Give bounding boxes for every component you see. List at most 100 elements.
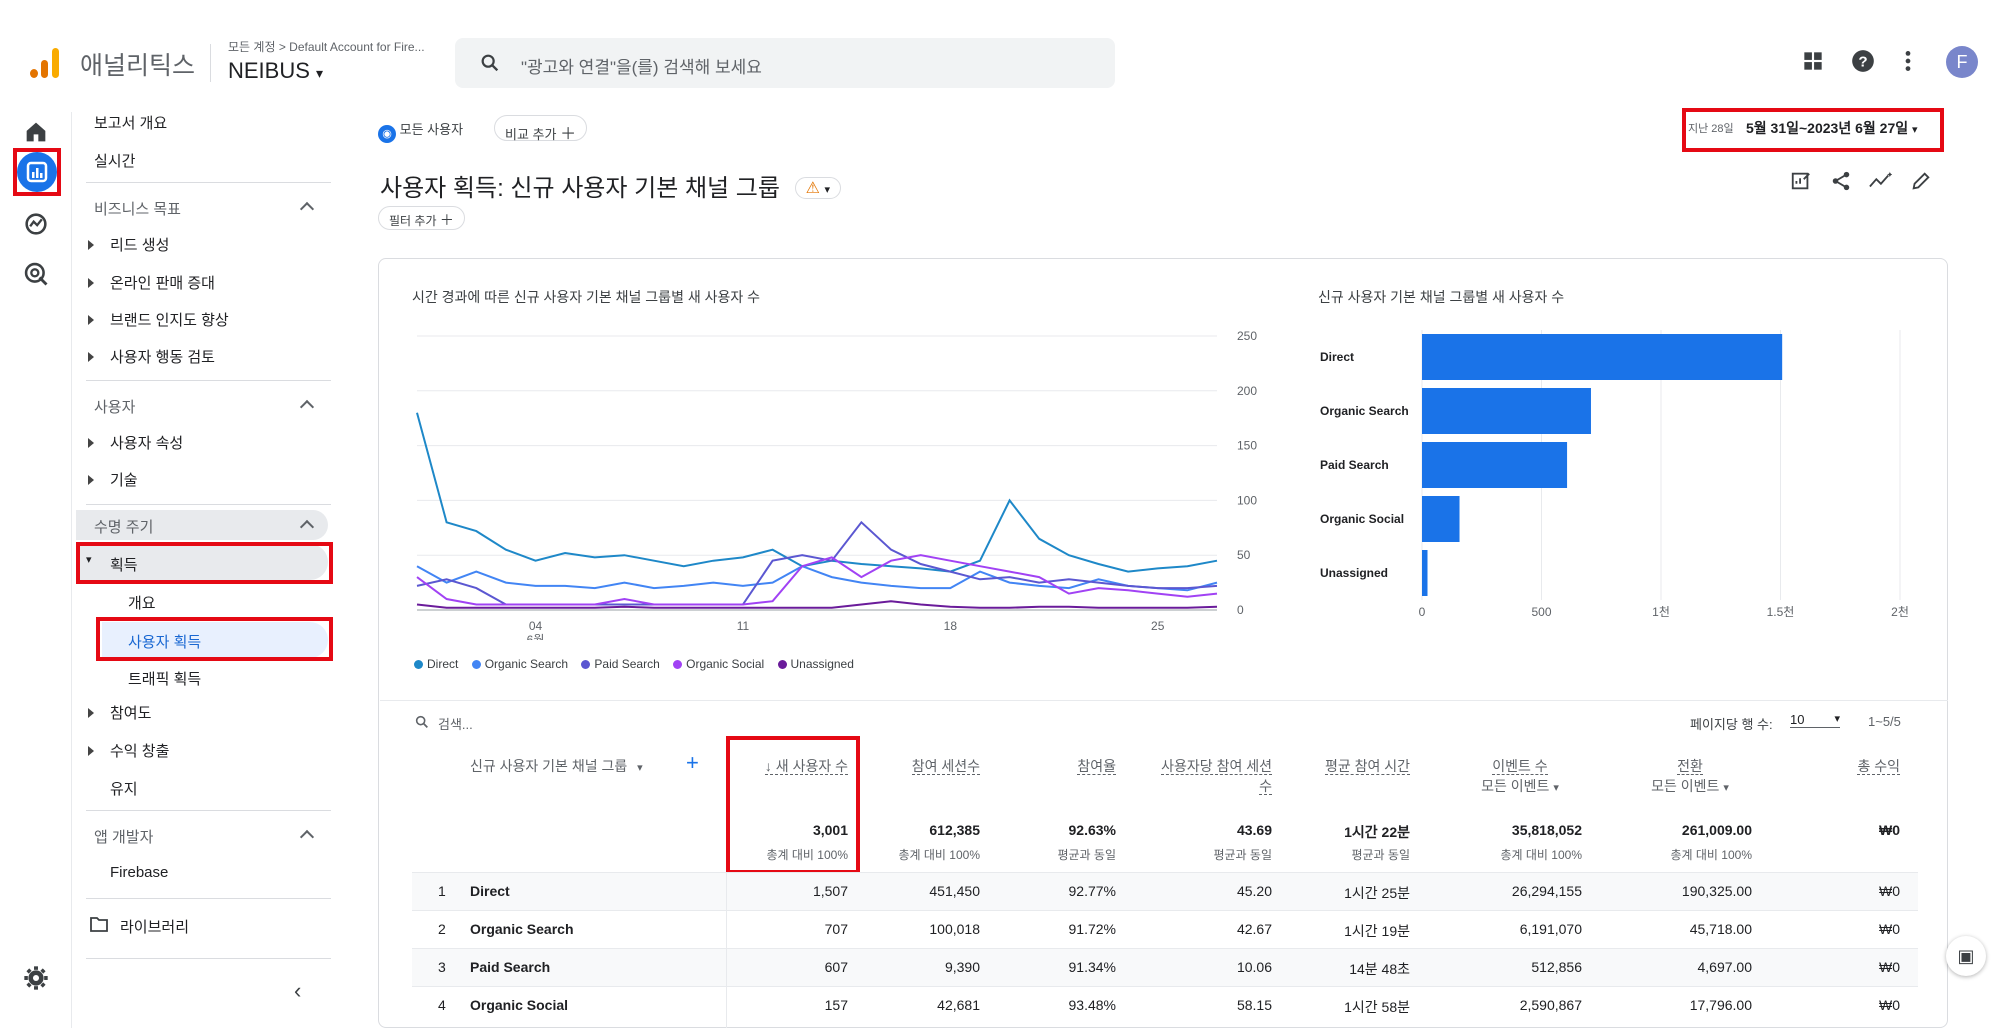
total-avg-engagement-time-sub: 평균과 동일	[1351, 848, 1410, 862]
series-line-organic-social[interactable]	[416, 554, 1218, 606]
chevron-up-icon[interactable]	[299, 399, 315, 415]
col-new-users[interactable]: ↓ 새 사용자 수	[726, 756, 848, 776]
col-engaged-sessions[interactable]: 참여 세션수	[858, 756, 980, 776]
nav-item-firebase[interactable]: Firebase	[110, 864, 169, 881]
explore-icon[interactable]	[22, 210, 50, 238]
nav-item-acquisition[interactable]: 획득	[110, 557, 138, 574]
total-event-count: 35,818,052	[1511, 822, 1582, 838]
nav-item-library[interactable]: 라이브러리	[120, 919, 190, 936]
customize-report-icon[interactable]	[1790, 170, 1812, 192]
add-dimension-plus-icon[interactable]: +	[686, 750, 699, 775]
nav-realtime[interactable]: 실시간	[94, 153, 136, 170]
filter-add-chip[interactable]: 필터 추가 ＋	[378, 206, 465, 230]
row-index: 4	[438, 997, 446, 1013]
feedback-icon[interactable]: ▣	[1946, 936, 1986, 976]
bar-chart[interactable]: 0 500 1천 1.5천 2천 Direct Organic Search Paid Sea…	[1310, 320, 1920, 640]
account-breadcrumb[interactable]: 모든 계정 > Default Account for Fire...	[228, 40, 425, 54]
table-search-icon	[415, 715, 428, 728]
table-row[interactable]: 2 Organic Search 707 100,018 91.72% 42.67 1시간 …	[412, 910, 1918, 948]
legend-organic-search[interactable]: Organic Search	[462, 657, 568, 671]
legend-direct[interactable]: Direct	[410, 657, 458, 671]
conversion-filter-label: 모든 이벤트	[1651, 778, 1720, 794]
nav-item-online-sales[interactable]: 온라인 판매 증대	[110, 275, 215, 292]
bar-chart-title: 신규 사용자 기본 채널 그룹별 새 사용자 수	[1318, 289, 1565, 305]
col-avg-engagement-time[interactable]: 평균 참여 시간	[1310, 756, 1410, 776]
nav-item-traffic-acquisition[interactable]: 트래픽 획득	[128, 671, 202, 688]
edit-pencil-icon[interactable]	[1910, 170, 1932, 192]
bar-unassigned[interactable]	[1422, 550, 1428, 596]
date-range-selector[interactable]: 5월 31일~2023년 6월 27일 ▾	[1746, 118, 1918, 138]
avatar[interactable]: F	[1946, 46, 1978, 78]
row-cell: ₩0	[1879, 997, 1900, 1013]
rows-per-page-label: 페이지당 행 수:	[1690, 717, 1773, 732]
table-row[interactable]: 3 Paid Search 607 9,390 91.34% 10.06 14분 48초 51…	[412, 948, 1918, 986]
nav-item-retention[interactable]: 유지	[110, 781, 138, 798]
col-event-count[interactable]: 이벤트 수 모든 이벤트 ▾	[1450, 756, 1590, 798]
chevron-down-icon: ▾	[1834, 713, 1840, 725]
table-row[interactable]: 1 Direct 1,507 451,450 92.77% 45.20 1시간 25분 26,…	[412, 872, 1918, 910]
share-icon[interactable]	[1830, 170, 1852, 192]
caret-right-icon	[88, 278, 94, 288]
series-line-direct[interactable]	[416, 412, 1218, 573]
row-channel-name[interactable]: Paid Search	[470, 959, 551, 975]
nav-item-tech[interactable]: 기술	[110, 472, 138, 489]
legend-organic-social[interactable]: Organic Social	[663, 657, 764, 671]
total-avg-engagement-time: 1시간 22분	[1344, 824, 1410, 840]
property-selector[interactable]: NEIBUS ▾	[228, 58, 323, 84]
advertising-icon[interactable]	[22, 260, 50, 288]
nav-section-user[interactable]: 사용자	[94, 399, 136, 416]
nav-section-app-developer[interactable]: 앱 개발자	[94, 829, 154, 846]
col-engagement-rate[interactable]: 참여율	[1000, 756, 1116, 776]
help-icon[interactable]: ?	[1850, 48, 1876, 74]
warning-icon: ⚠	[805, 180, 820, 197]
property-name: NEIBUS	[228, 58, 310, 83]
compare-add-chip[interactable]: 비교 추가 ＋	[494, 115, 588, 143]
highlight-box	[13, 148, 61, 196]
chevron-up-icon[interactable]	[299, 201, 315, 217]
highlight-box	[96, 617, 333, 661]
search-input[interactable]: "광고와 연결"을(를) 검색해 보세요	[455, 38, 1115, 88]
nav-item-engagement[interactable]: 참여도	[110, 705, 152, 722]
row-channel-name[interactable]: Organic Social	[470, 997, 569, 1013]
col-sessions-per-user[interactable]: 사용자당 참여 세션수	[1160, 756, 1272, 796]
col-conversions[interactable]: 전환 모든 이벤트 ▾	[1620, 756, 1760, 798]
nav-item-lead-gen[interactable]: 리드 생성	[110, 237, 170, 254]
table-search-input[interactable]: 검색...	[438, 717, 473, 732]
row-channel-name[interactable]: Organic Search	[470, 921, 574, 937]
nav-section-business-goals[interactable]: 비즈니스 목표	[94, 201, 181, 218]
collapse-nav-icon[interactable]: ‹	[294, 978, 302, 1003]
series-line-organic-search[interactable]	[416, 565, 1218, 592]
bar-paid-search[interactable]	[1422, 442, 1568, 488]
nav-item-user-acquisition[interactable]: 사용자 획득	[128, 634, 202, 651]
bar-organic-search[interactable]	[1422, 388, 1591, 434]
more-vert-icon[interactable]	[1895, 48, 1921, 74]
nav-item-acq-overview[interactable]: 개요	[128, 595, 156, 612]
series-line-unassigned[interactable]	[416, 600, 1218, 609]
apps-grid-icon[interactable]	[1800, 48, 1826, 74]
nav-reports-overview[interactable]: 보고서 개요	[94, 115, 168, 132]
legend-unassigned[interactable]: Unassigned	[768, 657, 854, 671]
line-chart[interactable]: 250 200 150 100 50 0 04 11 18 25 6월	[405, 320, 1285, 640]
analytics-logo-icon[interactable]	[30, 48, 60, 78]
bar-organic-social[interactable]	[1422, 496, 1460, 542]
rows-per-page-select[interactable]: 10 ▾	[1790, 712, 1840, 728]
warning-chip[interactable]: ⚠ ▾	[794, 177, 841, 199]
dimension-header[interactable]: 신규 사용자 기본 채널 그룹 ▾	[470, 756, 643, 778]
col-total-revenue[interactable]: 총 수익	[1810, 756, 1900, 776]
bar-direct[interactable]	[1422, 334, 1783, 380]
insights-icon[interactable]: ✦	[1868, 170, 1892, 192]
legend-paid-search[interactable]: Paid Search	[571, 657, 660, 671]
chevron-up-icon[interactable]	[299, 829, 315, 845]
segment-chip[interactable]: ◉ 모든 사용자	[378, 115, 473, 143]
settings-gear-icon[interactable]	[22, 964, 50, 992]
nav-item-brand-awareness[interactable]: 브랜드 인지도 향상	[110, 312, 229, 329]
nav-item-monetization[interactable]: 수익 창출	[110, 743, 170, 760]
nav-item-user-attributes[interactable]: 사용자 속성	[110, 435, 184, 452]
table-row[interactable]: 4 Organic Social 157 42,681 93.48% 58.15 1시간 5…	[412, 986, 1918, 1024]
nav-item-user-behavior[interactable]: 사용자 행동 검토	[110, 349, 215, 366]
nav-section-lifecycle[interactable]: 수명 주기	[94, 519, 154, 536]
row-channel-name[interactable]: Direct	[470, 883, 510, 899]
home-icon[interactable]	[22, 118, 50, 146]
reports-icon[interactable]	[17, 152, 57, 192]
segment-label: 모든 사용자	[399, 122, 464, 137]
